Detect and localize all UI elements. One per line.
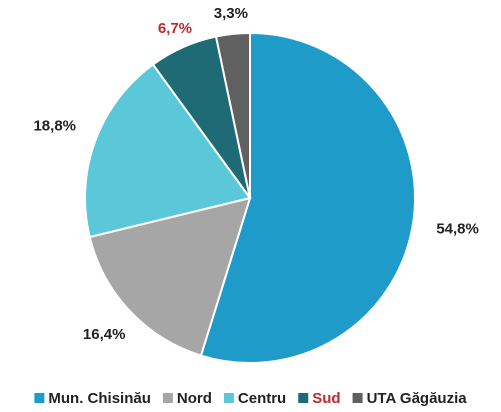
data-label: 16,4% [83, 326, 126, 343]
data-label: 18,8% [33, 117, 76, 134]
data-label: 54,8% [436, 221, 479, 238]
data-label: 6,7% [158, 20, 192, 37]
legend-swatch [34, 393, 45, 403]
legend-label: Sud [312, 390, 340, 407]
legend-label: Nord [177, 390, 212, 407]
legend-swatch [298, 393, 309, 403]
pie-slice [88, 196, 252, 357]
legend-label: Centru [238, 390, 286, 407]
pie-slice [199, 31, 416, 364]
pie-slice [214, 31, 251, 199]
pie-slice [84, 63, 252, 239]
legend-swatch [162, 393, 173, 403]
legend-swatch [223, 393, 234, 403]
legend-label: Mun. Chisinău [48, 390, 151, 407]
legend-label: UTA Găgăuzia [367, 390, 468, 407]
data-label: 3,3% [214, 5, 248, 22]
legend-swatch [352, 393, 363, 403]
